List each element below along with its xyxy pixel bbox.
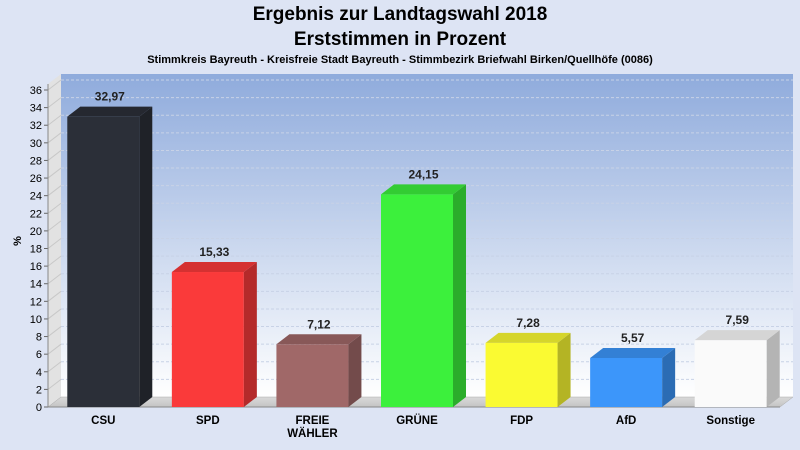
- gridline-side: [47, 290, 62, 302]
- data-label: 15,33: [199, 245, 229, 259]
- gridline-side: [47, 150, 62, 161]
- bar-side: [766, 330, 780, 407]
- x-tick-label: FREIE: [295, 415, 329, 427]
- bar-side: [662, 347, 676, 407]
- gridline-side: [47, 378, 62, 390]
- bar: [694, 340, 767, 407]
- gridline-side: [47, 343, 62, 355]
- bar-side: [348, 334, 362, 407]
- y-tick-label: 2: [36, 384, 42, 396]
- gridline-side: [47, 255, 62, 267]
- y-tick-label: 20: [30, 226, 42, 238]
- bar: [276, 344, 349, 407]
- data-label: 5,57: [621, 331, 645, 345]
- gridline-side: [47, 361, 62, 373]
- gridline-side: [47, 97, 62, 109]
- y-tick-label: 32: [30, 120, 42, 132]
- y-tick-label: 0: [36, 402, 42, 414]
- y-tick-label: 8: [36, 332, 42, 344]
- y-tick-label: 14: [30, 279, 42, 291]
- plot-side-wall: [48, 74, 61, 407]
- y-tick-label: 36: [30, 85, 42, 97]
- gridline-side: [47, 167, 62, 179]
- bar-side: [243, 262, 257, 407]
- gridline-side: [47, 79, 62, 91]
- y-tick-label: 24: [30, 191, 42, 203]
- chart-caption: Stimmkreis Bayreuth - Kreisfreie Stadt B…: [147, 54, 653, 66]
- gridline-side: [47, 114, 62, 126]
- y-tick-label: 22: [30, 208, 42, 220]
- bar-side: [139, 106, 153, 407]
- bar-side: [557, 332, 571, 407]
- bar: [590, 357, 663, 407]
- y-tick-label: 16: [30, 261, 42, 273]
- bar: [67, 116, 140, 407]
- x-tick-label: AfD: [616, 415, 636, 427]
- gridline-side: [47, 132, 62, 144]
- y-tick-label: 26: [30, 173, 42, 185]
- gridline-side: [47, 185, 62, 197]
- bar-top: [590, 347, 676, 358]
- gridline-side: [47, 273, 62, 285]
- y-tick-label: 28: [30, 155, 42, 167]
- data-label: 7,28: [516, 316, 540, 330]
- bar-top: [694, 330, 780, 341]
- bar-side: [453, 184, 466, 407]
- x-tick-label: SPD: [196, 415, 220, 427]
- x-tick-label: CSU: [91, 415, 115, 427]
- data-label: 24,15: [408, 167, 438, 181]
- bar-top: [276, 334, 362, 345]
- x-tick-label: WÄHLER: [287, 427, 338, 440]
- bar-top: [381, 184, 466, 195]
- gridline-side: [47, 308, 62, 320]
- chart-subtitle: Erststimmen in Prozent: [293, 29, 507, 50]
- chart-title: Ergebnis zur Landtagswahl 2018: [252, 4, 548, 25]
- bar-top: [67, 106, 153, 117]
- bar-top: [485, 332, 571, 343]
- y-tick-label: 18: [30, 244, 42, 256]
- y-axis-label: %: [12, 236, 24, 246]
- data-label: 7,12: [307, 317, 331, 331]
- y-tick-label: 10: [30, 314, 42, 326]
- data-label: 7,59: [726, 313, 750, 327]
- gridline-side: [47, 220, 62, 232]
- bar: [381, 194, 453, 407]
- y-tick-label: 34: [30, 103, 42, 115]
- y-tick-label: 12: [30, 296, 42, 308]
- bar: [485, 342, 558, 407]
- y-tick-label: 4: [36, 367, 42, 379]
- x-tick-label: GRÜNE: [396, 414, 438, 427]
- bar: [171, 272, 244, 407]
- gridline-side: [47, 238, 62, 249]
- bar-top: [171, 262, 257, 273]
- x-tick-label: FDP: [510, 415, 533, 427]
- data-label: 32,97: [95, 90, 125, 104]
- gridline-side: [47, 326, 62, 337]
- gridline-side: [47, 202, 62, 214]
- y-tick-label: 30: [30, 138, 42, 150]
- y-tick-label: 6: [36, 349, 42, 361]
- x-tick-label: Sonstige: [706, 415, 755, 427]
